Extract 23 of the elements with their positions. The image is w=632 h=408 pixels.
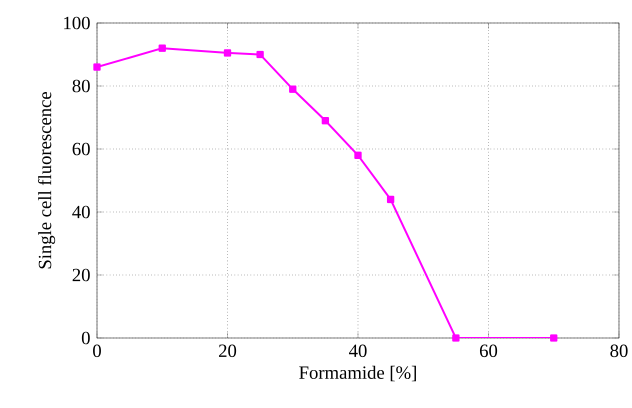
x-tick-label: 60 [480,344,498,358]
point [289,85,296,93]
y-tick-label: 40 [72,206,90,218]
point [322,116,330,124]
point [256,50,264,58]
point [224,49,232,57]
y-axis-title: Single cell fluorescence [38,92,56,268]
y-tick-label: 100 [64,16,90,30]
point [354,152,362,159]
point [550,334,558,342]
point [158,44,166,52]
point [452,334,460,342]
y-tick-label: 0 [82,332,90,344]
x-axis-title: Formamide [%] [299,366,416,382]
x-tick-label: 80 [610,344,628,358]
x-tick-label: 20 [218,344,236,358]
x-tick-label: 40 [349,344,367,358]
point [386,196,394,204]
y-tick-label: 20 [72,268,90,282]
point [93,63,101,71]
y-tick-label: 60 [72,142,90,156]
y-tick-label: 80 [72,80,90,92]
x-tick-label: 0 [93,344,101,358]
